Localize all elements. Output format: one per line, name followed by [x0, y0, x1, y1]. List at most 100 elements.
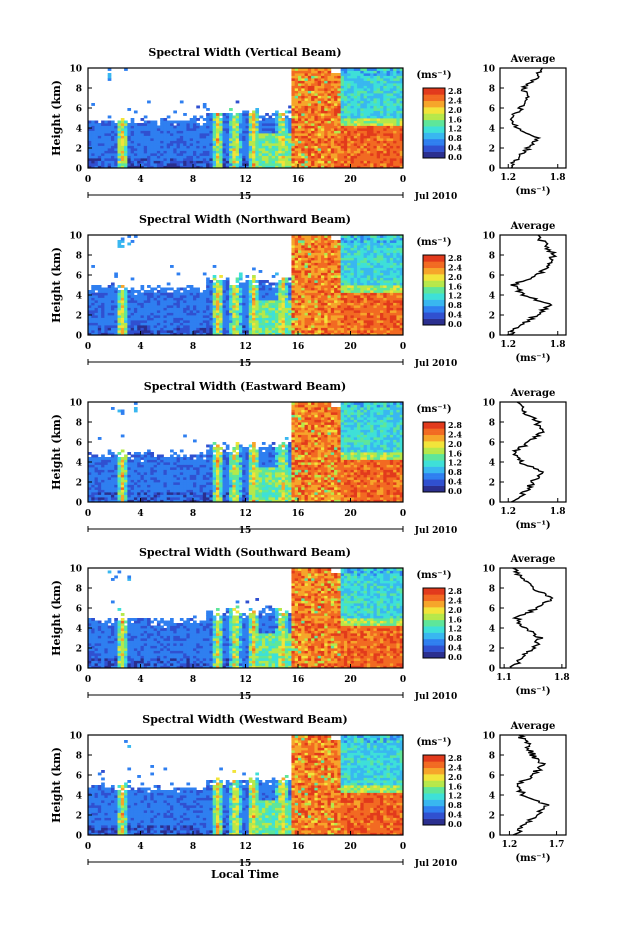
heatmap-cell: [166, 322, 171, 326]
heatmap-cell: [130, 160, 135, 164]
heatmap-cell: [350, 240, 355, 243]
heatmap-cell: [304, 270, 309, 273]
heatmap-cell: [324, 80, 328, 84]
heatmap-cell: [248, 327, 253, 331]
heatmap-cell: [304, 257, 309, 261]
heatmap-cell: [275, 143, 279, 146]
heatmap-cell: [383, 118, 387, 121]
heatmap-cell: [298, 95, 302, 99]
heatmap-cell: [114, 123, 118, 126]
heatmap-cell: [343, 113, 348, 116]
heatmap-cell: [350, 310, 355, 313]
heatmap-cell: [110, 158, 115, 161]
heatmap-cell: [284, 120, 289, 124]
heatmap-cell: [307, 120, 312, 124]
heatmap-cell: [133, 130, 138, 134]
heatmap-cell: [343, 300, 348, 303]
heatmap-cell: [330, 85, 335, 89]
heatmap-cell: [307, 140, 312, 144]
heatmap-cell: [127, 312, 132, 316]
heatmap-cell: [301, 123, 305, 126]
heatmap-cell: [314, 78, 319, 81]
heatmap-cell: [370, 272, 374, 276]
heatmap-cell: [196, 317, 200, 321]
heatmap-cell: [324, 277, 328, 281]
heatmap-cell: [389, 108, 394, 111]
heatmap-cell: [127, 322, 132, 326]
heatmap-cell: [298, 330, 302, 333]
heatmap-cell: [360, 70, 365, 74]
heatmap-cell: [294, 80, 299, 84]
heatmap-cell: [294, 113, 299, 116]
heatmap-cell: [307, 257, 312, 261]
heatmap-cell: [304, 325, 309, 328]
heatmap-cell: [252, 160, 256, 164]
heatmap-cell: [156, 130, 161, 134]
heatmap-cell: [278, 290, 282, 293]
heatmap-cell: [127, 153, 132, 156]
heatmap-cell: [366, 148, 371, 151]
heatmap-cell: [255, 115, 260, 119]
heatmap-cell: [357, 108, 361, 111]
heatmap-cell: [130, 140, 135, 144]
heatmap-cell: [304, 252, 309, 256]
heatmap-cell: [133, 300, 138, 303]
heatmap-cell: [206, 280, 210, 283]
heatmap-cell: [114, 135, 118, 139]
heatmap-cell: [258, 292, 263, 296]
heatmap-cell: [317, 120, 322, 124]
heatmap-cell: [245, 128, 250, 131]
heatmap-cell: [337, 80, 342, 84]
heatmap-cell: [127, 300, 132, 303]
heatmap-cell: [337, 270, 342, 273]
heatmap-cell: [215, 130, 220, 134]
heatmap-cell: [271, 315, 276, 318]
heatmap-cell: [304, 237, 309, 241]
heatmap-cell: [357, 280, 361, 283]
heatmap-cell: [363, 90, 368, 94]
heatmap-cell: [324, 237, 328, 241]
profile-y-tick-label: 10: [482, 65, 495, 75]
heatmap-cell: [186, 332, 191, 336]
heatmap-cell: [107, 300, 112, 303]
heatmap-cell: [229, 320, 233, 323]
heatmap-cell: [291, 165, 296, 169]
heatmap-cell: [370, 270, 374, 273]
heatmap-cell: [284, 158, 289, 161]
heatmap-cell: [347, 115, 351, 119]
heatmap-cell: [360, 125, 365, 129]
heatmap-cell: [235, 322, 240, 326]
heatmap-cell: [91, 295, 95, 298]
heatmap-cell: [275, 163, 279, 166]
heatmap-cell: [229, 285, 233, 288]
heatmap-cell: [91, 148, 95, 151]
heatmap-cell: [317, 75, 322, 79]
heatmap-cell: [215, 115, 220, 119]
heatmap-cell: [114, 322, 118, 326]
heatmap-cell: [110, 322, 115, 326]
profile-y-tick-label: 0: [489, 165, 495, 175]
heatmap-cell: [298, 297, 302, 301]
heatmap-cell: [179, 312, 184, 316]
heatmap-cell: [232, 140, 237, 144]
heatmap-cell: [324, 270, 328, 273]
heatmap-cell: [366, 310, 371, 313]
heatmap-cell: [91, 302, 95, 306]
heatmap-cell: [317, 113, 322, 116]
heatmap-cell: [366, 133, 371, 136]
heatmap-cell: [330, 245, 335, 248]
heatmap-cell: [337, 115, 342, 119]
heatmap-cell: [386, 165, 391, 169]
heatmap-cell: [324, 70, 328, 74]
heatmap-cell: [163, 130, 168, 134]
heatmap-cell: [160, 310, 164, 313]
heatmap-cell: [193, 322, 197, 326]
heatmap-cell: [334, 305, 338, 308]
heatmap-cell: [314, 70, 319, 74]
heatmap-cell: [317, 118, 322, 121]
heatmap-cell: [376, 140, 381, 144]
heatmap-cell: [265, 155, 269, 159]
heatmap-cell: [393, 85, 397, 89]
heatmap-cell: [130, 317, 135, 321]
heatmap-cell: [206, 297, 210, 301]
